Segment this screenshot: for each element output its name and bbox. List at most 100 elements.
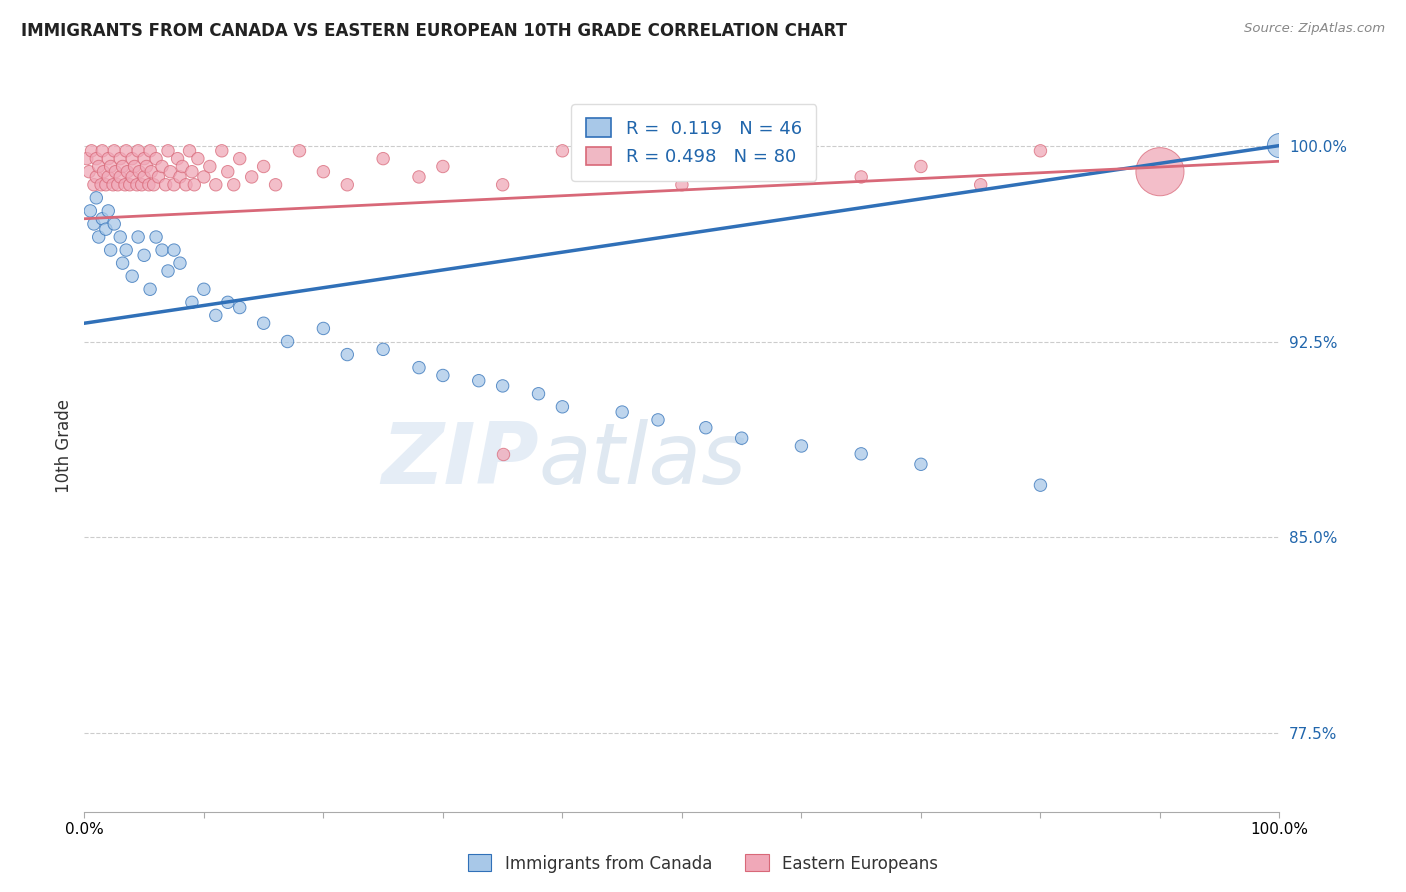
Point [131, 178, 153, 192]
Point [253, 160, 276, 174]
Point [101, 178, 124, 192]
Point [408, 360, 430, 375]
Point [128, 164, 150, 178]
Point [139, 144, 162, 158]
Point [695, 420, 717, 434]
Point [1029, 478, 1052, 492]
Point [527, 386, 550, 401]
Point [169, 256, 191, 270]
Point [100, 243, 122, 257]
Point [80, 144, 103, 158]
Point [132, 169, 156, 184]
Point [157, 144, 180, 158]
Point [731, 431, 754, 445]
Point [336, 347, 359, 361]
Point [90, 178, 112, 192]
Point [159, 164, 181, 178]
Point [970, 178, 993, 192]
Point [155, 178, 177, 192]
Point [174, 178, 197, 192]
Point [205, 178, 228, 192]
Point [107, 178, 129, 192]
Point [373, 152, 395, 166]
Point [110, 152, 132, 166]
Point [114, 178, 136, 192]
Point [127, 230, 149, 244]
Point [179, 144, 201, 158]
Point [125, 178, 148, 192]
Point [103, 144, 125, 158]
Point [111, 160, 134, 174]
Point [312, 164, 335, 178]
Point [172, 160, 194, 174]
Point [83, 217, 105, 231]
Text: atlas: atlas [538, 419, 747, 502]
Point [124, 160, 146, 174]
Point [86, 191, 108, 205]
Point [217, 295, 239, 310]
Point [111, 256, 134, 270]
Point [166, 152, 188, 166]
Y-axis label: 10th Grade: 10th Grade [55, 399, 73, 493]
Point [79, 203, 101, 218]
Point [86, 152, 108, 166]
Point [183, 178, 205, 192]
Point [141, 164, 163, 178]
Point [851, 169, 873, 184]
Point [288, 144, 311, 158]
Point [97, 203, 120, 218]
Legend: R =  0.119   N = 46, R = 0.498   N = 80: R = 0.119 N = 46, R = 0.498 N = 80 [571, 104, 815, 180]
Point [790, 152, 813, 166]
Point [229, 152, 252, 166]
Point [910, 160, 932, 174]
Point [169, 169, 191, 184]
Point [91, 144, 114, 158]
Point [222, 178, 245, 192]
Text: ZIP: ZIP [381, 419, 538, 502]
Point [97, 169, 120, 184]
Point [647, 413, 669, 427]
Point [110, 169, 132, 184]
Point [229, 301, 252, 315]
Text: IMMIGRANTS FROM CANADA VS EASTERN EUROPEAN 10TH GRADE CORRELATION CHART: IMMIGRANTS FROM CANADA VS EASTERN EUROPE… [21, 22, 846, 40]
Point [150, 243, 173, 257]
Point [187, 152, 209, 166]
Point [83, 178, 105, 192]
Point [97, 152, 120, 166]
Point [94, 222, 117, 236]
Point [148, 169, 170, 184]
Point [86, 169, 108, 184]
Point [77, 164, 100, 178]
Point [1268, 138, 1291, 153]
Point [150, 160, 173, 174]
Point [1149, 164, 1171, 178]
Point [145, 152, 167, 166]
Point [93, 164, 115, 178]
Point [253, 316, 276, 330]
Point [87, 160, 110, 174]
Point [240, 169, 263, 184]
Point [277, 334, 299, 349]
Point [211, 144, 233, 158]
Point [118, 178, 141, 192]
Point [117, 164, 139, 178]
Point [132, 152, 156, 166]
Point [851, 447, 873, 461]
Point [217, 164, 239, 178]
Point [127, 144, 149, 158]
Point [142, 178, 165, 192]
Point [135, 160, 157, 174]
Point [121, 269, 143, 284]
Point [492, 447, 515, 461]
Point [264, 178, 287, 192]
Point [145, 230, 167, 244]
Point [551, 400, 574, 414]
Point [790, 439, 813, 453]
Point [163, 243, 186, 257]
Point [432, 160, 454, 174]
Point [121, 152, 143, 166]
Point [115, 243, 138, 257]
Point [87, 230, 110, 244]
Point [612, 164, 634, 178]
Point [104, 164, 127, 178]
